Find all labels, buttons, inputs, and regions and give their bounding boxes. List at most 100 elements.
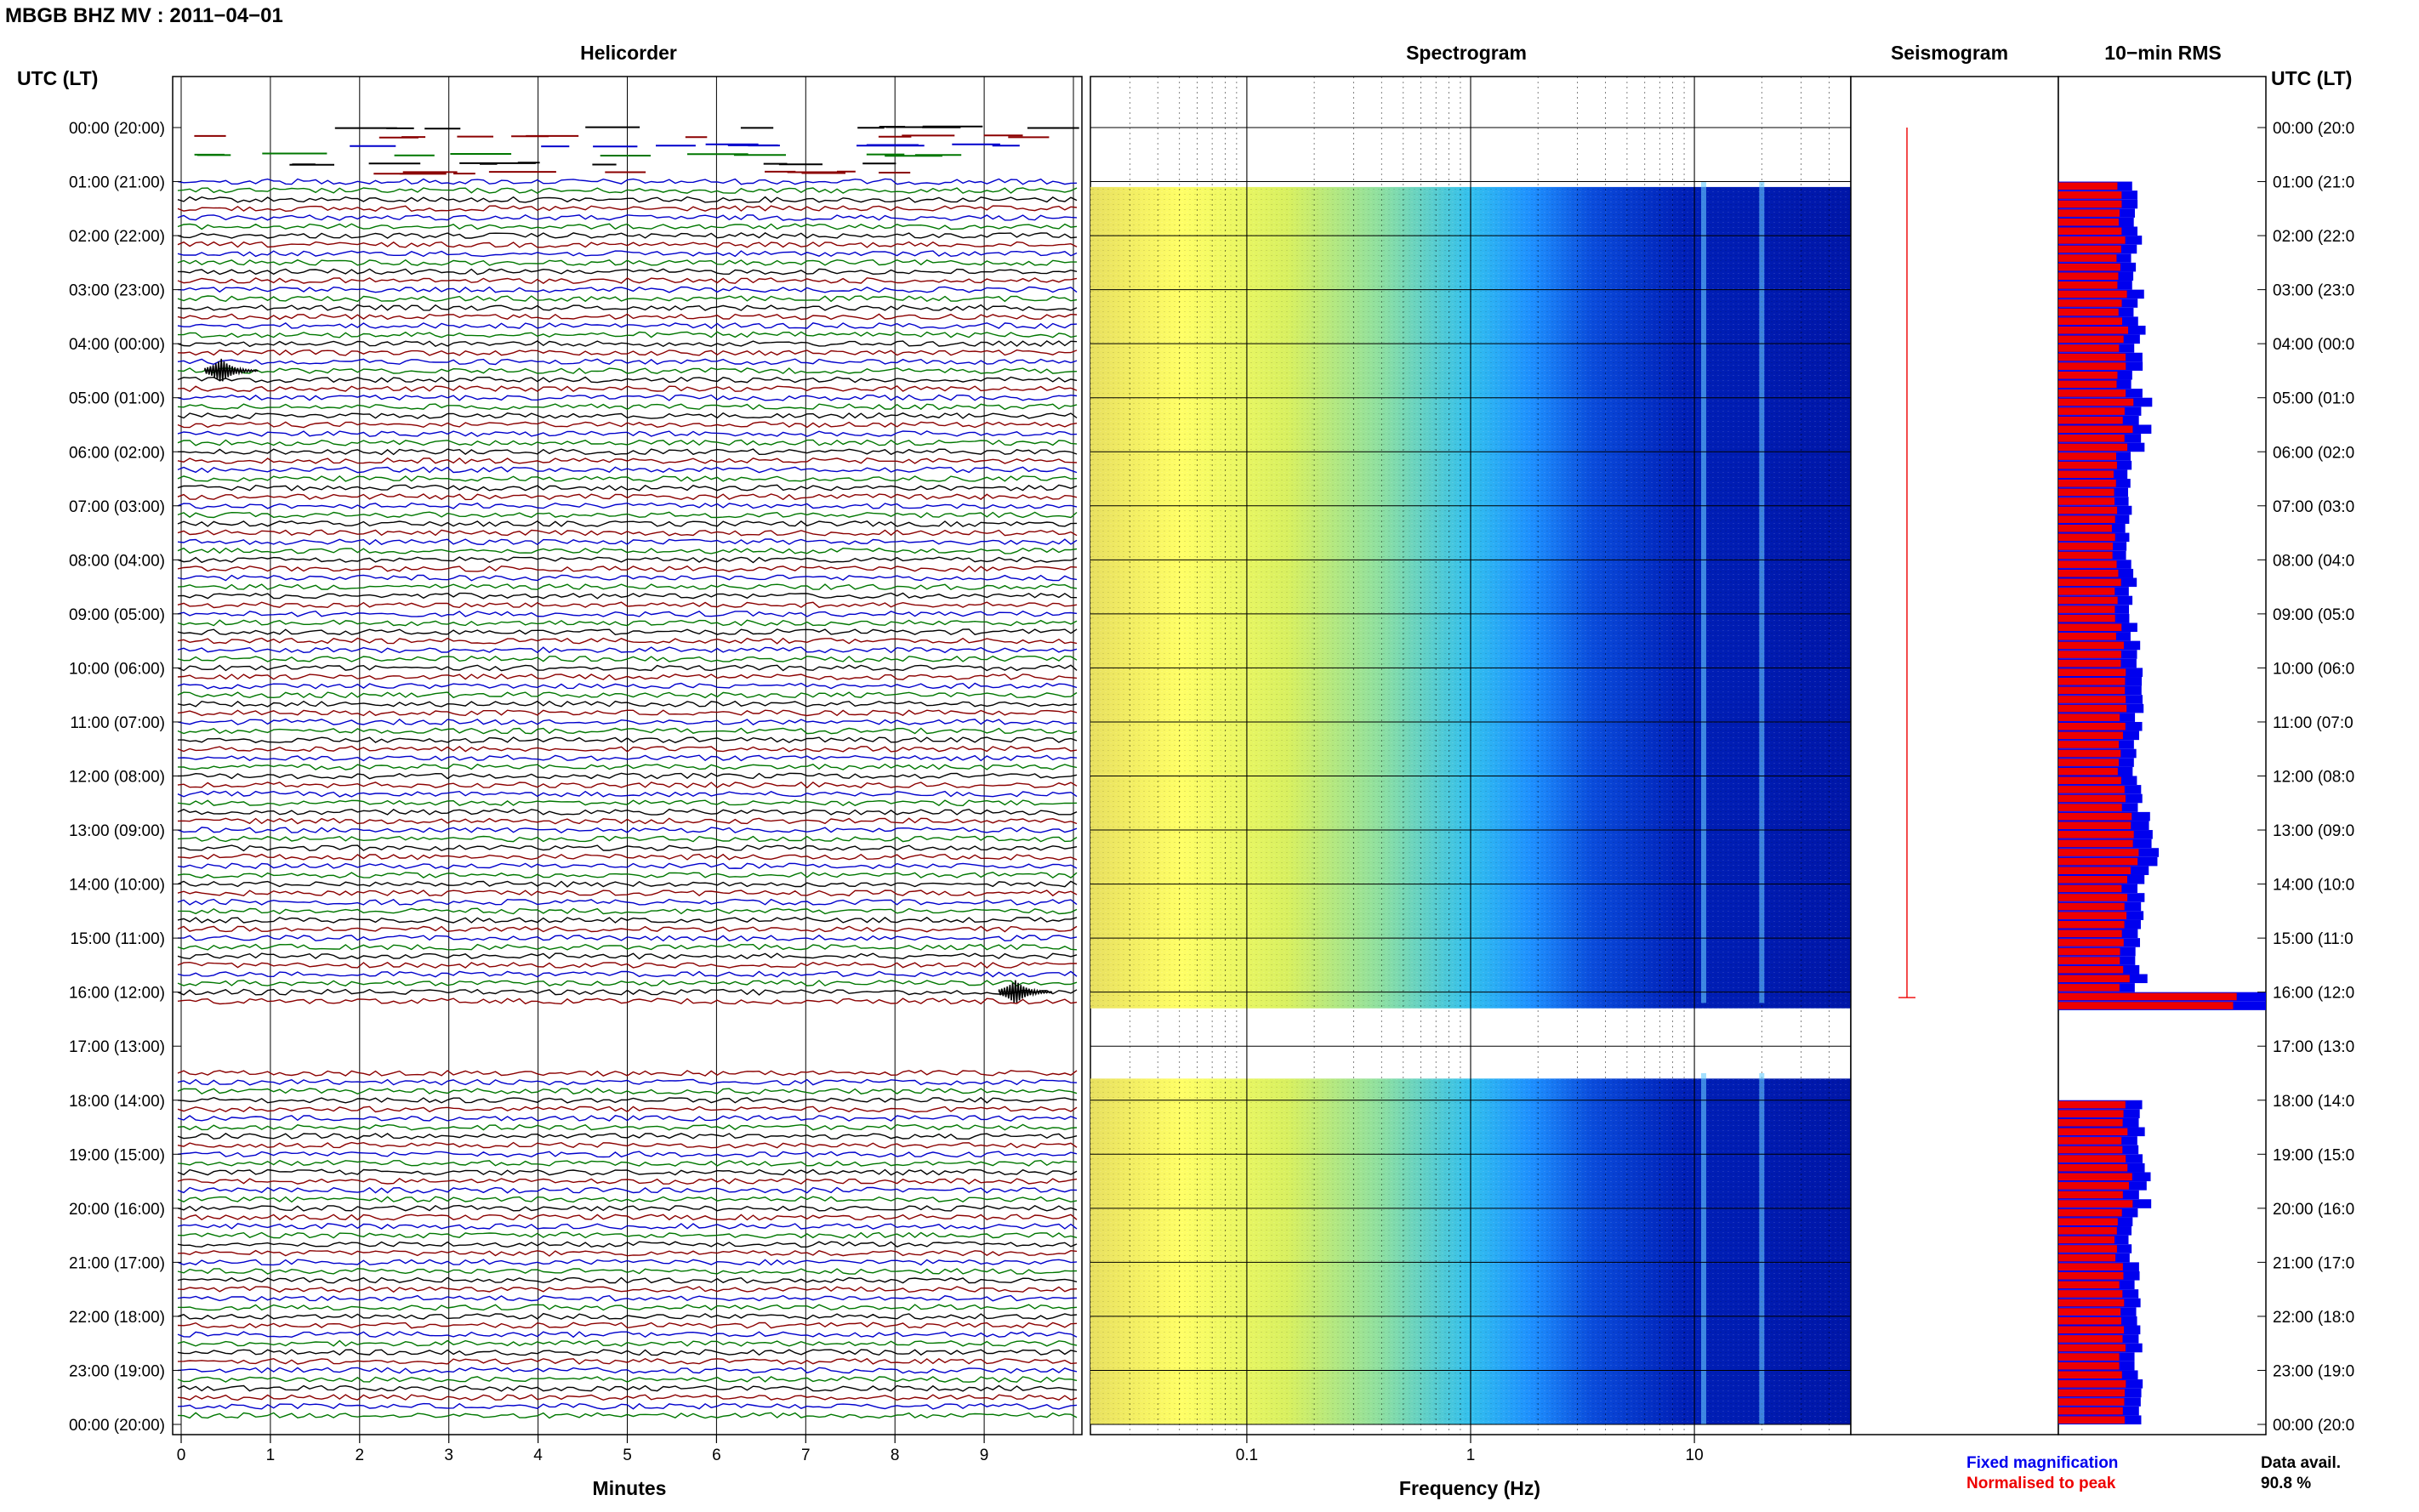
spectrogram-resonance-band <box>1759 1072 1765 1424</box>
helicorder-trace-line <box>177 520 1078 527</box>
helicorder-trace-line <box>177 430 1078 437</box>
rms-bar-normalised <box>2058 1200 2133 1208</box>
rms-bar-normalised <box>2058 1245 2117 1253</box>
rms-bar-normalised <box>2058 317 2123 325</box>
rms-bar-normalised <box>2058 894 2128 901</box>
rms-bar-normalised <box>2058 227 2122 236</box>
time-label-right: 06:00 (02:0 <box>2273 444 2354 462</box>
helicorder-trace-line <box>177 205 1078 213</box>
rms-bar-normalised <box>2058 902 2125 911</box>
rms-bar-normalised <box>2058 641 2124 650</box>
helicorder-trace-line <box>177 925 1078 933</box>
rms-bar-normalised <box>2058 659 2121 668</box>
time-label-left: 00:00 (20:00) <box>69 1417 165 1435</box>
time-label-left: 02:00 (22:00) <box>69 228 165 246</box>
rms-bar-normalised <box>2058 804 2122 811</box>
rms-bar-normalised <box>2058 1407 2123 1415</box>
time-label-left: 07:00 (03:00) <box>69 498 165 516</box>
helicorder-trace-line <box>177 961 1078 969</box>
rms-bar-normalised <box>2058 1263 2123 1270</box>
rms-bar-normalised <box>2058 452 2116 460</box>
helicorder-trace-line <box>177 475 1078 482</box>
helicorder-trace-line <box>177 1096 1078 1104</box>
helicorder-trace-fragment <box>373 170 911 175</box>
helicorder-trace-line <box>177 1331 1078 1339</box>
helicorder-trace-line <box>177 1412 1078 1419</box>
helicorder-trace-line <box>177 628 1078 636</box>
helicorder-trace-line <box>177 529 1078 537</box>
minute-tick-label: 0 <box>177 1447 186 1464</box>
time-label-right: 13:00 (09:0 <box>2273 822 2354 840</box>
helicorder-trace-line <box>177 1241 1078 1248</box>
rms-bar-normalised <box>2058 398 2134 406</box>
rms-bar-normalised <box>2058 1416 2125 1424</box>
helicorder-event <box>204 358 259 382</box>
rms-bar-normalised <box>2058 209 2120 217</box>
time-label-left: 23:00 (19:00) <box>69 1362 165 1380</box>
rms-bar-normalised <box>2058 759 2120 766</box>
rms-bar-normalised <box>2058 749 2121 758</box>
helicorder-trace-line <box>177 213 1078 221</box>
time-label-left: 14:00 (10:00) <box>69 877 165 895</box>
helicorder-trace-line <box>177 547 1078 554</box>
time-label-left: 11:00 (07:00) <box>70 714 165 732</box>
rms-bar-normalised <box>2058 767 2118 776</box>
rms-bar-normalised <box>2058 912 2127 919</box>
helicorder-trace-line <box>177 376 1078 384</box>
rms-bar-normalised <box>2058 488 2114 497</box>
helicorder-title: Helicorder <box>580 42 677 64</box>
rms-bar-normalised <box>2058 1182 2130 1190</box>
rms-bar-normalised <box>2058 1155 2126 1162</box>
helicorder-trace-fragment <box>350 143 1020 148</box>
helicorder-panel <box>172 76 1083 1435</box>
rms-title: 10−min RMS <box>2104 42 2221 64</box>
time-label-left: 17:00 (13:00) <box>69 1038 165 1056</box>
rms-bar-normalised <box>2058 1145 2123 1154</box>
rms-bar-normalised <box>2058 1353 2120 1361</box>
minute-tick-label: 5 <box>623 1447 632 1464</box>
data-avail-label: Data avail. <box>2261 1454 2341 1472</box>
rms-bar-normalised <box>2058 1110 2124 1117</box>
helicorder-trace-line <box>177 412 1078 419</box>
time-label-left: 05:00 (01:00) <box>69 390 165 408</box>
helicorder-trace-line <box>177 448 1078 456</box>
rms-bar-normalised <box>2058 299 2122 307</box>
helicorder-trace-line <box>177 674 1078 680</box>
helicorder-trace-line <box>177 862 1078 870</box>
helicorder-trace-fragment <box>289 162 896 166</box>
helicorder-event <box>998 980 1053 1003</box>
helicorder-trace-line <box>177 1276 1078 1284</box>
rms-bar-normalised <box>2058 1100 2126 1109</box>
minutes-axis-label: Minutes <box>593 1477 667 1499</box>
helicorder-trace-line <box>177 827 1078 834</box>
time-label-right: 12:00 (08:0 <box>2273 769 2354 787</box>
helicorder-trace-line <box>177 1115 1078 1122</box>
helicorder-trace-line <box>177 304 1078 311</box>
rms-bar-normalised <box>2058 1137 2122 1145</box>
rms-bar-normalised <box>2058 290 2127 298</box>
helicorder-trace-line <box>177 727 1078 735</box>
time-label-left: 20:00 (16:00) <box>69 1201 165 1219</box>
rms-bar-normalised <box>2058 362 2126 370</box>
time-label-right: 18:00 (14:0 <box>2273 1093 2354 1111</box>
rms-bar-normalised <box>2058 651 2121 658</box>
time-axes: 00:00 (20:00) 01:00 (21:00) 02:00 (22:00) 0… <box>69 120 2354 1435</box>
helicorder-trace-line <box>177 241 1078 248</box>
helicorder-trace-line <box>177 898 1078 906</box>
rms-bar-normalised <box>2058 939 2124 946</box>
seismogram-title: Seismogram <box>1891 42 2008 64</box>
rms-bar-normalised <box>2058 929 2122 938</box>
time-label-right: 20:00 (16:0 <box>2273 1201 2354 1219</box>
time-label-right: 03:00 (23:0 <box>2273 282 2354 300</box>
helicorder-trace-line <box>177 763 1078 770</box>
helicorder-trace-line <box>177 340 1078 348</box>
rms-bar-normalised <box>2058 1326 2125 1334</box>
helicorder-trace-line <box>177 1322 1078 1329</box>
time-label-right: 02:00 (22:0 <box>2273 228 2354 246</box>
rms-bar-normalised <box>2058 1344 2126 1352</box>
helicorder-trace-line <box>177 457 1078 464</box>
rms-bar-normalised <box>2058 821 2132 830</box>
rms-bar-normalised <box>2058 668 2126 677</box>
time-label-left: 06:00 (02:00) <box>69 444 165 462</box>
